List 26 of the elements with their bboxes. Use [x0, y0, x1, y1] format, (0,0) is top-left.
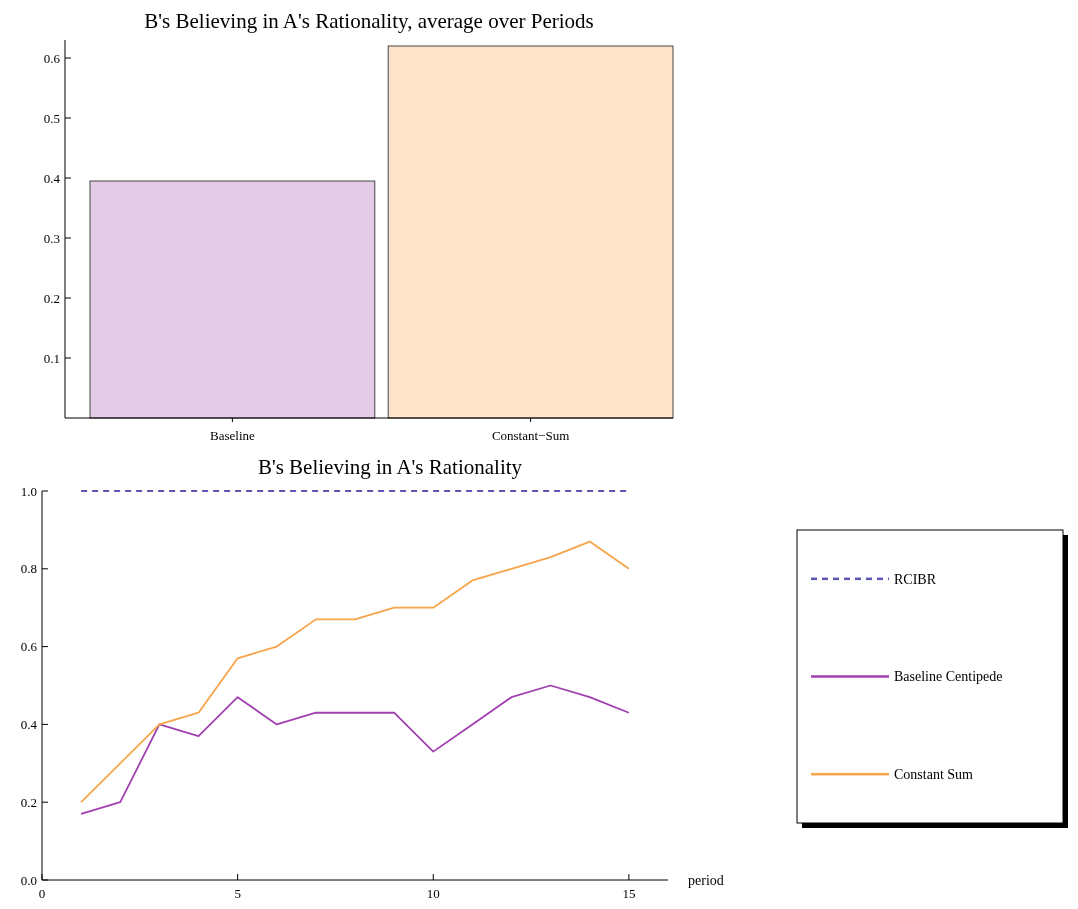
y-tick-label: 1.0 — [20, 483, 37, 499]
line-series — [80, 540, 630, 804]
y-tick-label: 0.4 — [20, 716, 38, 732]
line-series — [80, 684, 630, 815]
chart-title: B's Believing in A's Rationality — [257, 455, 523, 479]
x-tick-label: 5 — [234, 886, 241, 901]
y-tick-label: 0.0 — [20, 872, 37, 888]
legend-label: RCIBR — [894, 571, 937, 587]
x-tick-label: 15 — [622, 886, 636, 901]
legend-label: Baseline Centipede — [894, 669, 1003, 685]
chart-title: B's Believing in A's Rationality, average over Periods — [144, 9, 594, 33]
x-tick-label: 10 — [426, 886, 440, 901]
x-tick-label: Baseline — [210, 428, 256, 443]
y-tick-label: 0.5 — [43, 110, 60, 126]
y-tick-label: 0.6 — [43, 50, 61, 66]
y-tick-label: 0.3 — [43, 230, 60, 246]
y-tick-label: 0.1 — [43, 350, 60, 366]
x-tick-label: 0 — [38, 886, 46, 901]
y-tick-label: 0.4 — [43, 170, 61, 186]
legend-label: Constant Sum — [894, 767, 974, 783]
y-tick-label: 0.6 — [20, 639, 38, 655]
x-tick-label: Constant−Sum — [491, 428, 570, 443]
y-tick-label: 0.2 — [43, 290, 60, 306]
x-axis-title: period — [688, 873, 724, 888]
y-tick-label: 0.8 — [20, 561, 37, 577]
y-tick-label: 0.2 — [20, 794, 37, 810]
